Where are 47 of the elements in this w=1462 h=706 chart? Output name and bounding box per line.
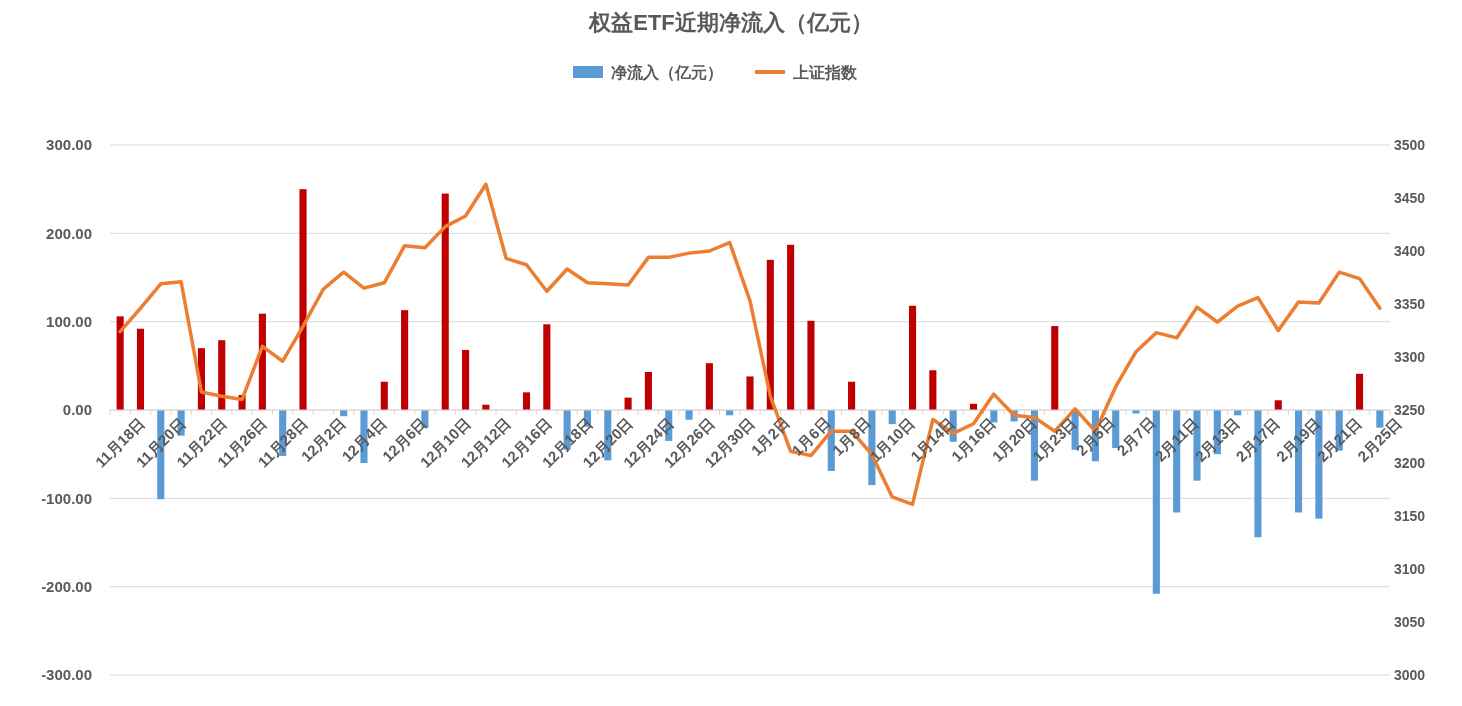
bar <box>644 372 652 410</box>
bar <box>908 305 917 410</box>
bar <box>543 324 551 410</box>
bar <box>929 370 937 410</box>
y2-tick-label: 3400 <box>1394 242 1426 259</box>
bar <box>705 363 713 410</box>
y2-tick-label: 3000 <box>1394 666 1426 683</box>
legend-label: 上证指数 <box>792 63 858 81</box>
y2-tick-label: 3100 <box>1394 560 1426 577</box>
bar <box>685 410 693 420</box>
bar <box>1376 410 1384 428</box>
y-tick-label: 100.00 <box>46 312 92 330</box>
bar <box>441 193 449 410</box>
bar <box>401 310 409 410</box>
y-tick-label: 200.00 <box>46 224 92 242</box>
y2-tick-label: 3450 <box>1394 189 1426 206</box>
y2-tick-label: 3350 <box>1394 295 1426 312</box>
bar <box>746 376 754 410</box>
bar <box>299 189 307 410</box>
y2-tick-label: 3500 <box>1394 136 1426 153</box>
y2-tick-label: 3250 <box>1394 401 1426 418</box>
bar <box>807 320 815 410</box>
y2-tick-label: 3200 <box>1394 454 1426 471</box>
bar <box>1051 326 1059 410</box>
bar <box>1355 373 1364 410</box>
bar <box>116 316 124 410</box>
bar <box>462 349 470 410</box>
bar <box>380 381 388 410</box>
y-tick-label: -200.00 <box>41 577 92 595</box>
bar <box>522 392 531 410</box>
y2-tick-label: 3050 <box>1394 613 1426 630</box>
bar <box>848 381 856 410</box>
bar <box>218 340 226 410</box>
bar <box>1132 410 1140 414</box>
legend-label: 净流入（亿元） <box>611 62 723 82</box>
y-tick-label: 0.00 <box>62 401 92 419</box>
bar <box>888 410 896 425</box>
chart-title: 权益ETF近期净流入（亿元） <box>588 10 873 35</box>
y2-tick-label: 3300 <box>1394 348 1426 365</box>
bar <box>1274 400 1282 410</box>
y-tick-label: -300.00 <box>41 666 92 684</box>
bar <box>136 328 145 410</box>
y2-tick-label: 3150 <box>1394 507 1426 524</box>
bar <box>258 313 266 410</box>
y-tick-label: -100.00 <box>41 489 92 507</box>
y-tick-label: 300.00 <box>46 136 92 154</box>
bar <box>787 244 795 410</box>
